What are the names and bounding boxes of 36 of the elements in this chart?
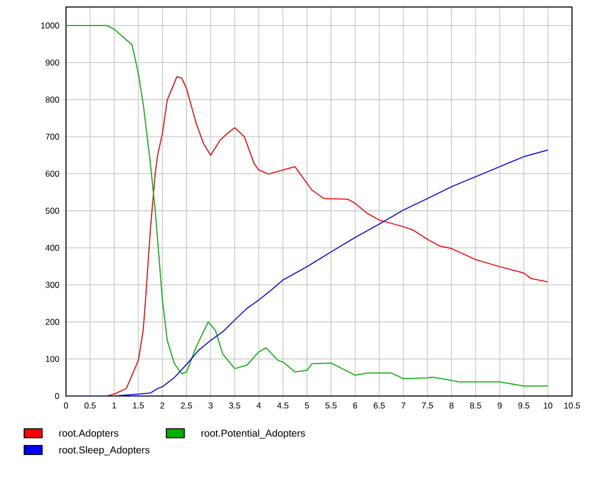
x-tick-label: 10 [544, 402, 552, 409]
y-tick-label: 300 [46, 282, 60, 288]
y-tick-label: 500 [46, 208, 60, 214]
y-tick-label: 600 [46, 170, 60, 177]
x-tick-label: 10.5 [564, 402, 580, 409]
x-tick-label: 0 [64, 402, 68, 409]
x-tick-label: 6.5 [374, 402, 385, 409]
x-tick-label: 2.5 [180, 402, 192, 409]
x-tick-label: 9.5 [518, 402, 530, 409]
x-tick-label: 4.5 [277, 402, 288, 408]
legend-label: root.Potential_Adopters [201, 429, 305, 439]
legend-label: root.Sleep_Adopters [59, 446, 150, 456]
y-tick-label: 400 [45, 244, 60, 251]
x-tick-label: 3.5 [229, 402, 240, 409]
legend-label: root.Adopters [59, 429, 118, 439]
y-tick-label: 100 [46, 356, 60, 362]
y-tick-label: 800 [46, 96, 60, 103]
x-tick-label: 8.5 [470, 402, 482, 409]
x-tick-label: 1.5 [133, 402, 144, 408]
x-tick-label: 2 [160, 402, 164, 408]
x-tick-label: 8 [450, 402, 454, 409]
x-tick-label: 7.5 [422, 402, 433, 408]
x-tick-label: 6 [353, 402, 358, 409]
y-tick-label: 1000 [41, 22, 60, 29]
x-tick-label: 1 [112, 402, 116, 408]
x-tick-label: 0.5 [84, 402, 96, 409]
y-tick-label: 200 [46, 318, 60, 325]
x-tick-label: 5 [304, 402, 309, 408]
x-tick-label: 3 [208, 402, 213, 409]
y-tick-label: 700 [46, 134, 60, 140]
y-tick-label: 0 [55, 392, 60, 399]
x-tick-label: 7 [401, 402, 406, 408]
x-tick-label: 9 [498, 402, 502, 409]
y-tick-label: 900 [46, 60, 60, 66]
x-tick-label: 5.5 [325, 402, 337, 408]
x-tick-label: 4 [256, 402, 261, 408]
